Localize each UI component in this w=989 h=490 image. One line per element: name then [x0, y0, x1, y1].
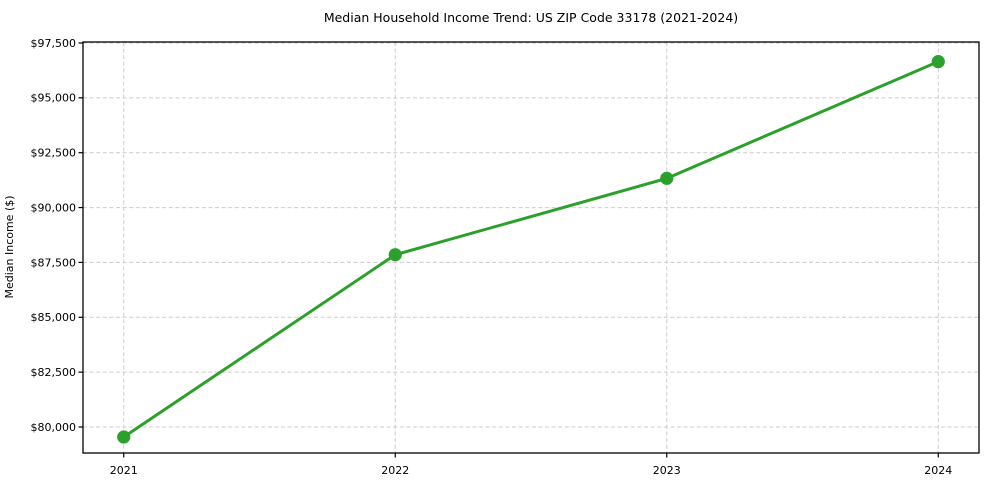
- x-tick-label: 2024: [924, 464, 952, 477]
- chart-title: Median Household Income Trend: US ZIP Co…: [324, 10, 738, 25]
- data-point: [660, 171, 674, 185]
- data-point: [117, 430, 131, 444]
- axes-layer: $80,000 $82,500 $85,000 $87,500 $90,000 $92,5…: [31, 37, 980, 477]
- data-point: [931, 55, 945, 69]
- y-tick-label: $85,000: [31, 311, 77, 324]
- y-tick-label: $97,500: [31, 37, 77, 50]
- x-tick-label: 2022: [381, 464, 409, 477]
- y-tick-label: $82,500: [31, 366, 77, 379]
- y-tick-label: $80,000: [31, 421, 77, 434]
- plot-border: [82, 41, 980, 454]
- y-tick-label: $90,000: [31, 201, 77, 214]
- x-tick-label: 2023: [653, 464, 681, 477]
- y-axis-label: Median Income ($): [3, 195, 16, 298]
- data-point: [388, 248, 402, 262]
- series-layer: [117, 55, 945, 444]
- trend-line: [122, 60, 940, 439]
- grid-layer: [83, 42, 979, 453]
- y-tick-label: $87,500: [31, 256, 77, 269]
- y-tick-label: $95,000: [31, 92, 77, 105]
- y-tick-label: $92,500: [31, 147, 77, 160]
- x-tick-label: 2021: [110, 464, 138, 477]
